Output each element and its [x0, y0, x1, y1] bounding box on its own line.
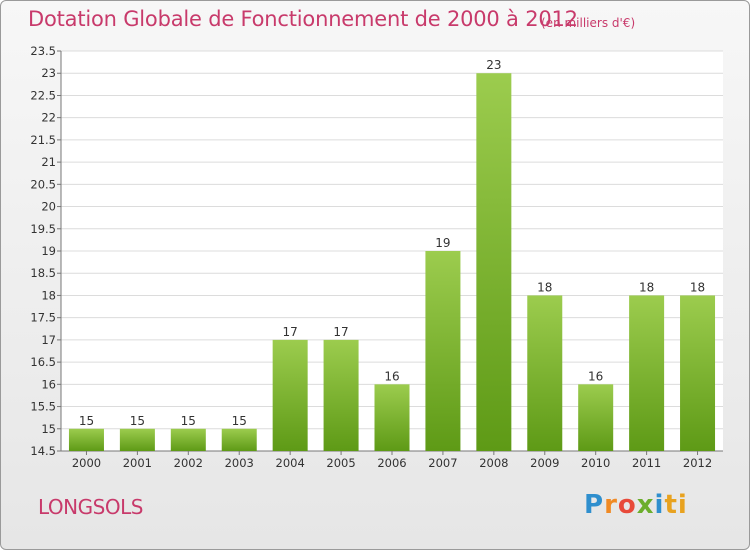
proxiti-logo: Proxiti	[584, 490, 688, 520]
y-tick-label: 21	[41, 155, 56, 169]
y-tick-label: 22	[41, 111, 56, 125]
bar	[170, 428, 206, 451]
data-label: 15	[232, 414, 247, 428]
data-label: 17	[333, 325, 348, 339]
data-label: 15	[130, 414, 145, 428]
data-label: 16	[384, 369, 399, 383]
logo-letter: o	[617, 490, 637, 520]
x-tick-label: 2004	[276, 456, 305, 470]
y-tick-label: 18.5	[30, 266, 56, 280]
logo-letter: r	[604, 490, 618, 520]
data-label: 23	[486, 58, 501, 72]
x-tick-label: 2010	[581, 456, 610, 470]
y-tick-label: 17	[41, 333, 56, 347]
bar	[221, 428, 257, 451]
x-tick-label: 2009	[530, 456, 559, 470]
bar	[578, 384, 614, 451]
data-label: 19	[435, 236, 450, 250]
bar	[272, 339, 308, 451]
bar	[119, 428, 155, 451]
bar	[476, 73, 512, 451]
y-tick-label: 23.5	[30, 44, 56, 58]
data-label: 15	[79, 414, 94, 428]
y-tick-label: 15	[41, 422, 56, 436]
x-tick-label: 2000	[72, 456, 101, 470]
y-tick-label: 17.5	[30, 311, 56, 325]
data-label: 18	[690, 280, 705, 294]
x-tick-label: 2011	[632, 456, 661, 470]
y-tick-label: 16.5	[30, 355, 56, 369]
chart-subtitle: (en milliers d'€)	[541, 16, 636, 30]
data-label: 18	[537, 280, 552, 294]
x-tick-label: 2001	[123, 456, 152, 470]
chart-title: Dotation Globale de Fonctionnement de 20…	[28, 7, 578, 31]
data-label: 18	[639, 280, 654, 294]
x-tick-label: 2002	[174, 456, 203, 470]
y-tick-label: 22.5	[30, 88, 56, 102]
logo-letter: x	[636, 490, 655, 520]
data-label: 15	[181, 414, 196, 428]
x-tick-label: 2006	[377, 456, 406, 470]
data-label: 16	[588, 369, 603, 383]
bar	[527, 295, 563, 451]
y-tick-label: 18	[41, 288, 56, 302]
y-tick-label: 15.5	[30, 400, 56, 414]
bar	[374, 384, 410, 451]
logo-letter: i	[654, 490, 665, 520]
y-tick-label: 19	[41, 244, 56, 258]
commune-name: LONGSOLS	[38, 495, 143, 519]
x-tick-label: 2007	[428, 456, 457, 470]
y-tick-label: 16	[41, 377, 56, 391]
x-tick-label: 2003	[225, 456, 254, 470]
bar	[680, 295, 716, 451]
y-tick-label: 14.5	[30, 444, 56, 458]
y-tick-label: 21.5	[30, 133, 56, 147]
data-label: 17	[283, 325, 298, 339]
x-tick-label: 2005	[326, 456, 355, 470]
y-tick-label: 20	[41, 200, 56, 214]
bar	[68, 428, 104, 451]
y-tick-label: 20.5	[30, 177, 56, 191]
bar	[323, 339, 359, 451]
y-tick-label: 23	[41, 66, 56, 80]
bar	[425, 251, 461, 451]
bar	[629, 295, 665, 451]
y-tick-label: 19.5	[30, 222, 56, 236]
logo-letter: ti	[664, 490, 688, 520]
logo-letter: P	[584, 490, 605, 520]
x-tick-label: 2008	[479, 456, 508, 470]
x-tick-label: 2012	[683, 456, 712, 470]
